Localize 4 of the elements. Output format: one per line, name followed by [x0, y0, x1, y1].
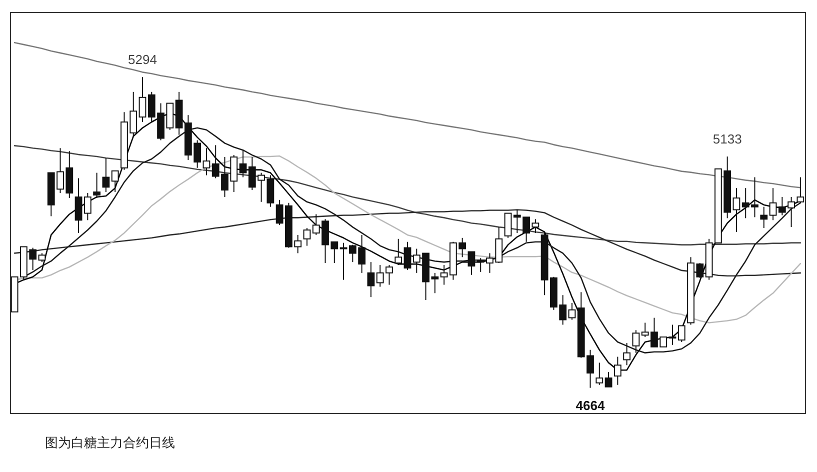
annotation: 5294 — [128, 52, 157, 68]
text: 图为白糖主力合约日线 — [45, 435, 175, 452]
annotation: 5133 — [712, 132, 742, 147]
annotation: 4664 — [576, 398, 606, 413]
